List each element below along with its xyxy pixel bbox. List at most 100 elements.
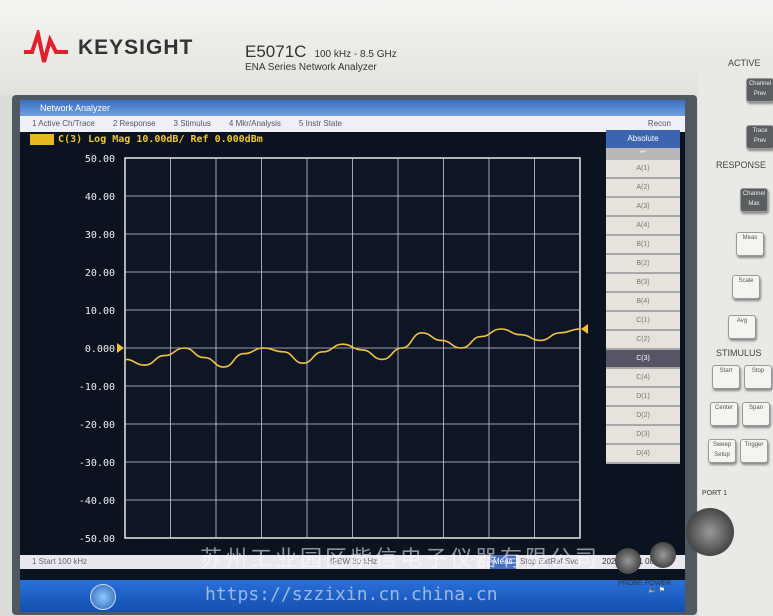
softkey-c1[interactable]: C(1) xyxy=(606,312,680,331)
trace-point xyxy=(559,332,562,334)
section-response: RESPONSE xyxy=(716,160,767,170)
model-label: E5071C 100 kHz - 8.5 GHz ENA Series Netwo… xyxy=(245,42,397,73)
trace-point xyxy=(203,356,205,359)
port-1-connector[interactable] xyxy=(686,508,734,556)
menu-mkr-analysis[interactable]: 4 Mkr/Analysis xyxy=(228,119,281,128)
trace-point xyxy=(163,354,166,357)
trace-point xyxy=(341,343,344,345)
window-titlebar: Network Analyzer xyxy=(20,100,685,116)
menu-recon[interactable]: Recon xyxy=(647,119,671,128)
trace-point xyxy=(579,328,581,330)
trace-point xyxy=(242,352,245,355)
trace-point xyxy=(183,347,186,349)
menu-response[interactable]: 2 Response xyxy=(112,119,156,128)
trace-point xyxy=(440,339,443,342)
softkey-c2[interactable]: C(2) xyxy=(606,331,680,350)
y-tick-label: -40.00 xyxy=(79,496,115,507)
softkey-d3[interactable]: D(3) xyxy=(606,426,680,445)
y-tick-label: 20.00 xyxy=(85,268,115,279)
y-tick-label: -10.00 xyxy=(79,382,115,393)
trace-point xyxy=(480,335,482,338)
trace-point xyxy=(124,358,126,361)
softkey-c4[interactable]: C(4) xyxy=(606,369,680,388)
softkey-a2[interactable]: A(2) xyxy=(606,179,680,198)
trace-point xyxy=(381,358,383,361)
softkey-d2[interactable]: D(2) xyxy=(606,407,680,426)
softkey-b2[interactable]: B(2) xyxy=(606,255,680,274)
start-key[interactable]: Start xyxy=(712,365,740,389)
start-frequency: 1 Start 100 kHz xyxy=(32,557,88,566)
trace-point xyxy=(500,328,502,330)
stop-key[interactable]: Stop xyxy=(744,365,772,389)
softkey-d4[interactable]: D(4) xyxy=(606,445,680,464)
ifbw-label: IFBW 30 kHz xyxy=(330,557,378,566)
reference-marker-right xyxy=(581,324,588,334)
softkey-b3[interactable]: B(3) xyxy=(606,274,680,293)
softkey-b1[interactable]: B(1) xyxy=(606,236,680,255)
probe-power-label: PROBE POWER xyxy=(618,580,671,587)
meas-indicator: Meas xyxy=(490,555,516,569)
windows-start-button[interactable] xyxy=(90,584,116,610)
instrument-bezel: KEYSIGHT E5071C 100 kHz - 8.5 GHz ENA Ser… xyxy=(0,0,773,95)
probe-power-connector-2[interactable] xyxy=(650,542,676,568)
trace-point xyxy=(519,333,522,336)
y-tick-label: 40.00 xyxy=(85,192,115,203)
status-bar: 1 Start 100 kHz IFBW 30 kHz Meas Stop Ex… xyxy=(20,555,685,569)
menu-stimulus[interactable]: 3 Stimulus xyxy=(173,119,211,128)
trace-point xyxy=(361,349,364,351)
scale-key[interactable]: Scale xyxy=(732,275,760,299)
menu-bar: 1 Active Ch/Trace 2 Response 3 Stimulus … xyxy=(20,116,685,132)
trace-prev-key[interactable]: Trace Prev xyxy=(746,125,773,149)
trace-point xyxy=(302,362,304,364)
menu-instr-state[interactable]: 5 Instr State xyxy=(298,119,343,128)
softkey-title: Absolute xyxy=(606,130,680,148)
taskbar: 🔈 ⚑ xyxy=(20,580,685,612)
y-tick-label: 50.00 xyxy=(85,154,115,165)
softkey-a1[interactable]: A(1) xyxy=(606,160,680,179)
trace-point xyxy=(420,332,423,334)
y-tick-label: -30.00 xyxy=(79,458,115,469)
trace-line xyxy=(124,328,581,368)
frequency-range: 100 kHz - 8.5 GHz xyxy=(314,49,397,60)
trace-plot: 50.00 40.00 30.00 20.00 10.00 0.000 -10.00 -20.… xyxy=(79,154,588,545)
softkey-a3[interactable]: A(3) xyxy=(606,198,680,217)
system-tray: 🔈 ⚑ xyxy=(648,587,665,594)
probe-power-connector-1[interactable] xyxy=(615,548,641,574)
trace-tag: Tr xyxy=(30,134,55,145)
span-key[interactable]: Span xyxy=(742,402,770,426)
y-tick-label: 0.000 xyxy=(85,344,115,355)
softkey-menu: Absolute ↩ A(1) A(2) A(3) A(4) B(1) B(2) B(3) B… xyxy=(606,130,680,464)
channel-max-key[interactable]: Channel Max xyxy=(740,188,768,212)
y-tick-label: -20.00 xyxy=(79,420,115,431)
model-number: E5071C xyxy=(245,42,307,61)
trace-header-text: C(3) Log Mag 10.00dB/ Ref 0.000dBm xyxy=(58,134,263,145)
softkey-a4[interactable]: A(4) xyxy=(606,217,680,236)
brand-name: KEYSIGHT xyxy=(78,36,194,59)
port-label: PORT 1 xyxy=(702,490,728,497)
trace-point xyxy=(322,351,324,353)
trace-point xyxy=(262,347,265,349)
y-tick-label: 30.00 xyxy=(85,230,115,241)
sweep-setup-key[interactable]: Sweep Setup xyxy=(708,439,736,463)
softkey-c3[interactable]: C(3) xyxy=(606,350,680,369)
softkey-return[interactable]: ↩ xyxy=(606,148,680,160)
mode-indicator: Stop ExtRef Svc xyxy=(520,557,579,566)
trace-header[interactable]: Tr C(3) Log Mag 10.00dB/ Ref 0.000dBm xyxy=(30,134,263,145)
section-stimulus: STIMULUS xyxy=(716,348,762,358)
softkey-d1[interactable]: D(1) xyxy=(606,388,680,407)
softkey-b4[interactable]: B(4) xyxy=(606,293,680,312)
series-label: ENA Series Network Analyzer xyxy=(245,62,377,73)
center-key[interactable]: Center xyxy=(710,402,738,426)
trace-point xyxy=(539,339,542,342)
trigger-key[interactable]: Trigger xyxy=(740,439,768,463)
front-panel: ACTIVE Channel Prev Trace Prev RESPONSE … xyxy=(686,50,773,616)
trace-point xyxy=(460,347,463,349)
keysight-wave-icon xyxy=(24,30,68,63)
channel-prev-key[interactable]: Channel Prev xyxy=(746,78,773,102)
trace-point xyxy=(401,347,403,349)
menu-active-ch-trace[interactable]: 1 Active Ch/Trace xyxy=(32,119,95,128)
avg-key[interactable]: Avg xyxy=(728,315,756,339)
watermark-url: https://szzixin.cn.china.cn xyxy=(205,584,498,605)
meas-key[interactable]: Meas xyxy=(736,232,764,256)
trace-point xyxy=(282,351,285,353)
